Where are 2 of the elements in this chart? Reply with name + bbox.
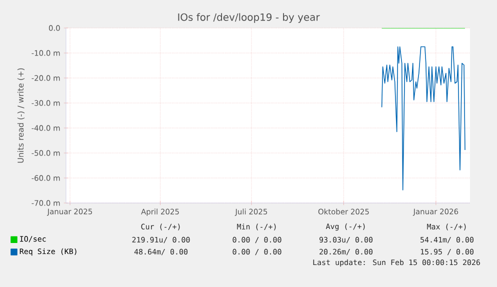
chart-title: IOs for /dev/loop19 - by year — [178, 13, 320, 23]
line-series — [381, 46, 466, 190]
